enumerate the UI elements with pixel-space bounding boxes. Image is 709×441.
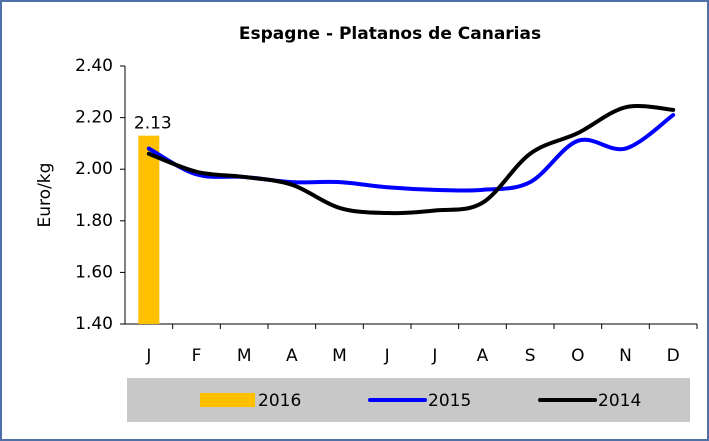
x-tick-label: N — [619, 346, 632, 366]
y-tick-label: 1.80 — [75, 211, 113, 231]
x-tick-label: M — [237, 346, 252, 366]
line — [146, 103, 676, 216]
data-label: 2.13 — [134, 114, 172, 134]
bar — [138, 135, 160, 324]
legend-label: 2015 — [428, 391, 471, 411]
x-tick-label: M — [332, 346, 347, 366]
y-tick-label: 2.00 — [75, 159, 113, 179]
y-tick-label: 2.40 — [75, 56, 113, 76]
y-tick-label: 1.60 — [75, 262, 113, 282]
x-tick-label: F — [192, 346, 202, 366]
legend-label: 2014 — [598, 391, 641, 411]
x-tick-label: D — [667, 346, 680, 366]
y-axis-label: Euro/kg — [35, 163, 55, 228]
x-tick-label: J — [384, 346, 390, 366]
x-tick-label: J — [145, 346, 151, 366]
x-tick-label: J — [431, 346, 437, 366]
chart-title: Espagne - Platanos de Canarias — [239, 24, 541, 44]
y-tick-label: 2.20 — [75, 108, 113, 128]
x-tick-label: O — [571, 346, 584, 366]
x-tick-label: A — [477, 346, 489, 366]
x-tick-label: A — [286, 346, 298, 366]
y-tick-label: 1.40 — [75, 314, 113, 334]
x-tick-label: S — [525, 346, 536, 366]
legend-swatch — [200, 393, 255, 407]
legend-label: 2016 — [258, 391, 301, 411]
